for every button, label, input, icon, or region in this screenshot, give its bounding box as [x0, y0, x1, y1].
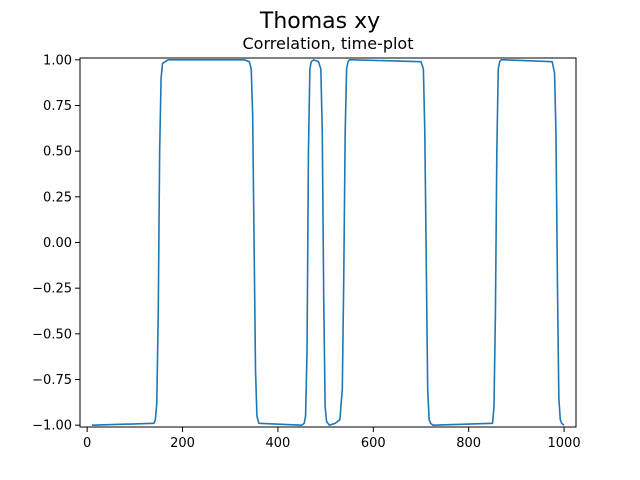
y-tick-label: 0.00	[43, 236, 72, 251]
axes-frame	[79, 57, 577, 428]
figure-suptitle: Thomas xy	[259, 9, 380, 34]
y-axis: 1.00 0.75 0.50 0.25 0.00 −0.25 −0.50 −0.75 −1.00	[32, 53, 80, 434]
plot-area	[91, 59, 565, 426]
x-tick-label: 0	[83, 436, 91, 451]
y-tick-label: −0.50	[32, 327, 72, 342]
y-tick-label: 1.00	[43, 53, 72, 68]
x-tick-label: 600	[361, 436, 386, 451]
y-tick-label: 0.75	[43, 99, 72, 114]
axes-title: Correlation, time-plot	[243, 34, 414, 53]
y-tick-label: 0.50	[43, 145, 72, 160]
x-tick-label: 800	[456, 436, 481, 451]
y-tick-label: 0.25	[43, 190, 72, 205]
series-line-0	[91, 59, 565, 426]
x-tick-label: 200	[170, 436, 195, 451]
x-tick-label: 1000	[548, 436, 581, 451]
x-tick-label: 400	[266, 436, 291, 451]
y-tick-label: −0.75	[32, 373, 72, 388]
x-axis: 0 200 400 600 800 1000	[83, 427, 581, 451]
y-tick-label: −1.00	[32, 419, 72, 434]
y-tick-label: −0.25	[32, 282, 72, 297]
